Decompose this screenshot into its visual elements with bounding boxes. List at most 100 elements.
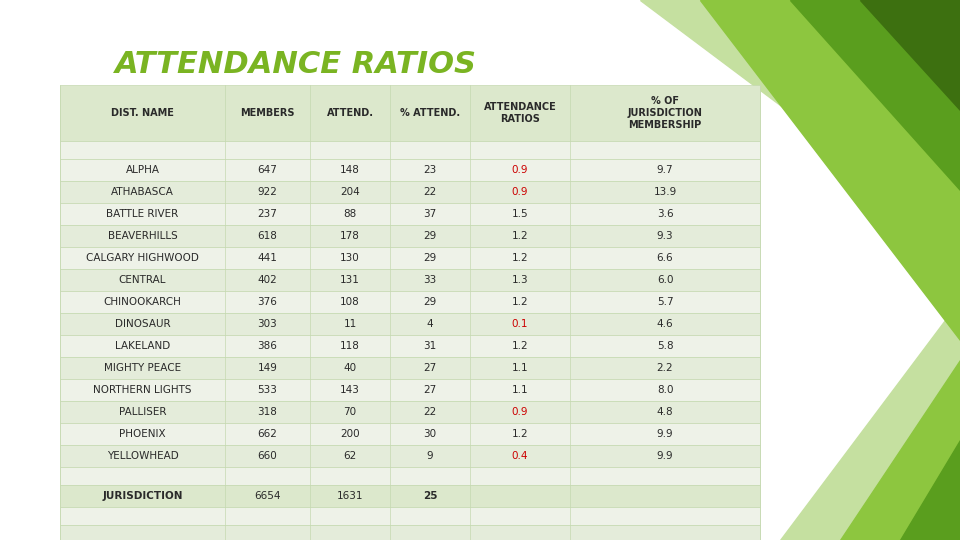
Text: 27: 27 [423, 385, 437, 395]
Text: 70: 70 [344, 407, 356, 417]
Text: LAKELAND: LAKELAND [115, 341, 170, 351]
Text: 6.6: 6.6 [657, 253, 673, 263]
Text: 9.9: 9.9 [657, 429, 673, 439]
Text: JURISDICTION: JURISDICTION [103, 491, 182, 501]
Text: 200: 200 [340, 429, 360, 439]
Polygon shape [790, 0, 960, 190]
Text: 9.9: 9.9 [657, 451, 673, 461]
Text: 33: 33 [423, 275, 437, 285]
Text: 618: 618 [257, 231, 277, 241]
Bar [60, 225, 760, 247]
Text: 143: 143 [340, 385, 360, 395]
Text: 88: 88 [344, 209, 356, 219]
Text: ATHABASCA: ATHABASCA [111, 187, 174, 197]
Text: 22: 22 [423, 407, 437, 417]
Text: 108: 108 [340, 297, 360, 307]
Text: 6.0: 6.0 [657, 275, 673, 285]
Text: 29: 29 [423, 297, 437, 307]
Text: DIST. NAME: DIST. NAME [111, 108, 174, 118]
Text: 149: 149 [257, 363, 277, 373]
Text: MEMBERS: MEMBERS [240, 108, 295, 118]
Text: 402: 402 [257, 275, 277, 285]
Bar [60, 467, 760, 485]
Text: BATTLE RIVER: BATTLE RIVER [107, 209, 179, 219]
Text: 13.9: 13.9 [654, 187, 677, 197]
Text: 0.1: 0.1 [512, 319, 528, 329]
Text: 22: 22 [423, 187, 437, 197]
Text: 131: 131 [340, 275, 360, 285]
Text: 0.9: 0.9 [512, 187, 528, 197]
Text: 148: 148 [340, 165, 360, 175]
Bar [60, 203, 760, 225]
Bar [60, 357, 760, 379]
Text: 1.5: 1.5 [512, 209, 528, 219]
Text: 25: 25 [422, 491, 437, 501]
Bar [60, 159, 760, 181]
Text: 1.2: 1.2 [512, 231, 528, 241]
Text: ALPHA: ALPHA [126, 165, 159, 175]
Text: 0.4: 0.4 [512, 451, 528, 461]
Bar [60, 401, 760, 423]
Text: 647: 647 [257, 165, 277, 175]
Text: 922: 922 [257, 187, 277, 197]
Text: MIGHTY PEACE: MIGHTY PEACE [104, 363, 181, 373]
Text: 9: 9 [426, 451, 433, 461]
Polygon shape [860, 0, 960, 110]
Text: 9.7: 9.7 [657, 165, 673, 175]
Text: 31: 31 [423, 341, 437, 351]
Text: 29: 29 [423, 253, 437, 263]
Bar [60, 247, 760, 269]
Text: 0.9: 0.9 [512, 407, 528, 417]
Text: 1.2: 1.2 [512, 429, 528, 439]
Text: 0.9: 0.9 [512, 165, 528, 175]
Bar [60, 141, 760, 159]
Bar [60, 423, 760, 445]
Text: 62: 62 [344, 451, 356, 461]
Text: 4.6: 4.6 [657, 319, 673, 329]
Text: CENTRAL: CENTRAL [119, 275, 166, 285]
Text: 376: 376 [257, 297, 277, 307]
Text: ATTEND.: ATTEND. [326, 108, 373, 118]
Text: 662: 662 [257, 429, 277, 439]
Text: 29: 29 [423, 231, 437, 241]
Polygon shape [780, 300, 960, 540]
Text: 9.3: 9.3 [657, 231, 673, 241]
Polygon shape [700, 0, 960, 340]
Bar [60, 525, 760, 540]
Text: 178: 178 [340, 231, 360, 241]
Bar [60, 269, 760, 291]
Text: PALLISER: PALLISER [119, 407, 166, 417]
Polygon shape [900, 440, 960, 540]
Text: 3.6: 3.6 [657, 209, 673, 219]
Text: 1.2: 1.2 [512, 341, 528, 351]
Polygon shape [840, 360, 960, 540]
Text: ATTENDANCE
RATIOS: ATTENDANCE RATIOS [484, 102, 557, 124]
Text: 237: 237 [257, 209, 277, 219]
Text: DINOSAUR: DINOSAUR [114, 319, 170, 329]
Bar [60, 85, 760, 141]
Text: % ATTEND.: % ATTEND. [400, 108, 460, 118]
Text: 11: 11 [344, 319, 356, 329]
Bar [60, 445, 760, 467]
Bar [60, 485, 760, 507]
Text: 1.1: 1.1 [512, 385, 528, 395]
Text: 6654: 6654 [254, 491, 280, 501]
Text: 1.3: 1.3 [512, 275, 528, 285]
Text: 118: 118 [340, 341, 360, 351]
Text: 1.1: 1.1 [512, 363, 528, 373]
Bar [60, 291, 760, 313]
Text: CALGARY HIGHWOOD: CALGARY HIGHWOOD [86, 253, 199, 263]
Text: BEAVERHILLS: BEAVERHILLS [108, 231, 178, 241]
Text: 303: 303 [257, 319, 277, 329]
Text: ATTENDANCE RATIOS: ATTENDANCE RATIOS [115, 50, 477, 79]
Text: 8.0: 8.0 [657, 385, 673, 395]
Text: 30: 30 [423, 429, 437, 439]
Text: % OF
JURISDICTION
MEMBERSHIP: % OF JURISDICTION MEMBERSHIP [628, 96, 703, 130]
Text: 5.8: 5.8 [657, 341, 673, 351]
Text: 40: 40 [344, 363, 356, 373]
Text: 27: 27 [423, 363, 437, 373]
Text: 23: 23 [423, 165, 437, 175]
Text: PHOENIX: PHOENIX [119, 429, 166, 439]
Text: 533: 533 [257, 385, 277, 395]
Text: 204: 204 [340, 187, 360, 197]
